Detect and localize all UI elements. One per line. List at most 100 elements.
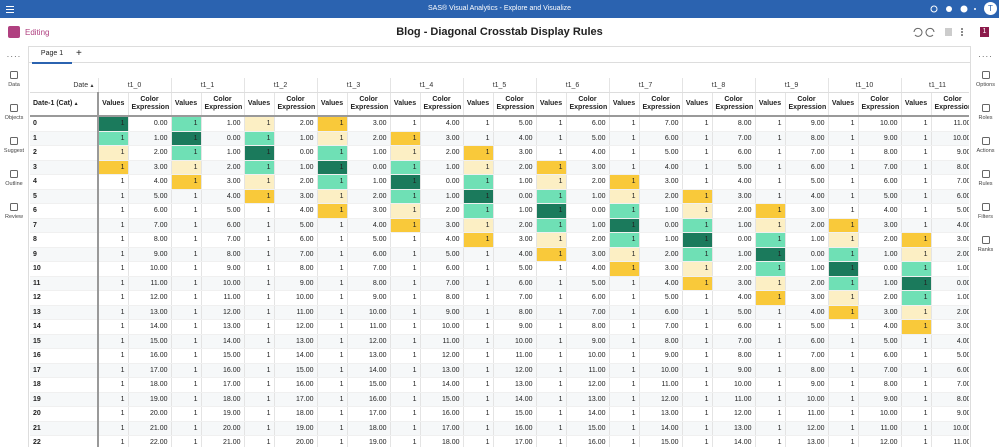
- measure-label[interactable]: Color Expression: [712, 92, 756, 117]
- measure-label[interactable]: Values: [317, 92, 348, 117]
- color-expression-cell: 9.00: [201, 261, 245, 277]
- measure-label[interactable]: Color Expression: [931, 92, 969, 117]
- color-expression-cell: 6.00: [566, 116, 610, 132]
- color-expression-cell: 2.00: [566, 232, 610, 248]
- measure-label[interactable]: Color Expression: [347, 92, 391, 117]
- nav-item[interactable]: Ranks: [971, 235, 999, 253]
- toolbar-icons[interactable]: [912, 26, 972, 38]
- color-expression-cell: 6.00: [420, 261, 464, 277]
- measure-label[interactable]: Values: [244, 92, 275, 117]
- color-expression-cell: 21.00: [201, 435, 245, 447]
- value-cell: 1: [463, 247, 494, 262]
- data-row: 16 1 16.00 1 15.00 1 14.00 1 13.00 1 12.00 1 11.00 1 1…: [30, 348, 969, 364]
- value-cell: 1: [390, 334, 421, 349]
- measure-label[interactable]: Color Expression: [274, 92, 318, 117]
- value-cell: 1: [901, 203, 932, 219]
- nav-item[interactable]: Objects: [0, 103, 28, 121]
- nav-item[interactable]: Data: [0, 70, 28, 88]
- measure-label[interactable]: Values: [463, 92, 494, 117]
- color-expression-cell: 3.00: [566, 160, 610, 175]
- measure-label[interactable]: Color Expression: [420, 92, 464, 117]
- nav-item[interactable]: Rules: [971, 169, 999, 187]
- color-expression-cell: 4.00: [201, 189, 245, 204]
- value-cell: 1: [609, 232, 640, 248]
- color-expression-cell: 7.00: [858, 160, 902, 175]
- value-cell: 1: [317, 131, 348, 146]
- color-expression-cell: 10.00: [566, 348, 610, 364]
- color-expression-cell: 6.00: [712, 319, 756, 335]
- color-expression-cell: 7.00: [347, 261, 391, 277]
- color-expression-cell: 0.00: [493, 189, 537, 204]
- add-tab[interactable]: +: [76, 48, 82, 59]
- color-expression-cell: 20.00: [274, 435, 318, 447]
- color-expression-cell: 8.00: [785, 363, 829, 378]
- value-cell: 1: [244, 232, 275, 248]
- nav-item[interactable]: Outline: [0, 169, 28, 187]
- badge[interactable]: 1: [980, 27, 989, 37]
- color-expression-cell: 7.00: [785, 145, 829, 161]
- value-cell: 1: [171, 392, 202, 407]
- measure-label[interactable]: Values: [98, 92, 129, 117]
- report-title: Blog - Diagonal Crosstab Display Rules: [396, 26, 603, 38]
- value-cell: 1: [98, 160, 129, 175]
- measure-label[interactable]: Color Expression: [201, 92, 245, 117]
- color-expression-cell: 16.00: [347, 392, 391, 407]
- color-expression-cell: 5.00: [858, 189, 902, 204]
- measure-label[interactable]: Color Expression: [858, 92, 902, 117]
- color-expression-cell: 5.00: [493, 261, 537, 277]
- value-cell: 1: [390, 174, 421, 190]
- column-label: t1_0: [98, 78, 172, 93]
- nav-item[interactable]: Filters: [971, 202, 999, 220]
- menu-icon[interactable]: [5, 4, 15, 14]
- mode-label[interactable]: Editing: [25, 28, 50, 37]
- edit-icon[interactable]: [8, 26, 20, 38]
- color-expression-cell: 2.00: [712, 261, 756, 277]
- value-cell: 1: [463, 232, 494, 248]
- value-cell: 1: [682, 305, 713, 320]
- nav-label: Objects: [4, 115, 24, 121]
- color-expression-cell: 21.00: [128, 421, 172, 436]
- value-cell: 1: [682, 218, 713, 233]
- color-expression-cell: 17.00: [274, 392, 318, 407]
- color-expression-cell: 4.00: [566, 261, 610, 277]
- value-cell: 1: [755, 406, 786, 422]
- measure-label[interactable]: Color Expression: [785, 92, 829, 117]
- measure-label[interactable]: Values: [609, 92, 640, 117]
- nav-item[interactable]: Roles: [971, 103, 999, 121]
- measure-label[interactable]: Values: [755, 92, 786, 117]
- measure-label[interactable]: Values: [828, 92, 859, 117]
- value-cell: 1: [609, 276, 640, 291]
- measure-label[interactable]: Color Expression: [493, 92, 537, 117]
- color-expression-cell: 12.00: [566, 377, 610, 393]
- value-cell: 1: [536, 363, 567, 378]
- value-cell: 1: [463, 348, 494, 364]
- color-expression-cell: 10.00: [931, 131, 969, 146]
- row-label: 7: [30, 218, 99, 233]
- value-cell: 1: [536, 406, 567, 422]
- measure-label[interactable]: Values: [390, 92, 421, 117]
- measure-label[interactable]: Values: [901, 92, 932, 117]
- page-tab[interactable]: Page 1: [32, 46, 72, 64]
- data-row: 20 1 20.00 1 19.00 1 18.00 1 17.00 1 16.00 1 15.00 1 1…: [30, 406, 969, 422]
- measure-label[interactable]: Values: [682, 92, 713, 117]
- nav-item[interactable]: Review: [0, 202, 28, 220]
- crosstab: Date ▲ t1_0 t1_1 t1_2 t1_3 t1_4 t1_5 t1_6 t1_7 t1…: [30, 78, 969, 447]
- data-row: 7 1 7.00 1 6.00 1 5.00 1 4.00 1 3.00 1 2.00 1 1.00 1 0.0…: [30, 218, 969, 233]
- color-expression-cell: 3.00: [639, 174, 683, 190]
- user-avatar[interactable]: T: [984, 2, 997, 15]
- measure-label[interactable]: Values: [536, 92, 567, 117]
- color-expression-cell: 16.00: [128, 348, 172, 364]
- nav-item[interactable]: Suggest: [0, 136, 28, 154]
- measure-label[interactable]: Color Expression: [639, 92, 683, 117]
- measure-label[interactable]: Color Expression: [128, 92, 172, 117]
- nav-item[interactable]: Options: [971, 70, 999, 88]
- color-expression-cell: 0.00: [274, 145, 318, 161]
- color-expression-cell: 1.00: [128, 131, 172, 146]
- measure-label[interactable]: Color Expression: [566, 92, 610, 117]
- color-expression-cell: 13.00: [274, 334, 318, 349]
- nav-item[interactable]: Actions: [971, 136, 999, 154]
- header-icons[interactable]: [930, 4, 980, 14]
- color-expression-cell: 1.00: [201, 145, 245, 161]
- value-cell: 1: [244, 131, 275, 146]
- measure-label[interactable]: Values: [171, 92, 202, 117]
